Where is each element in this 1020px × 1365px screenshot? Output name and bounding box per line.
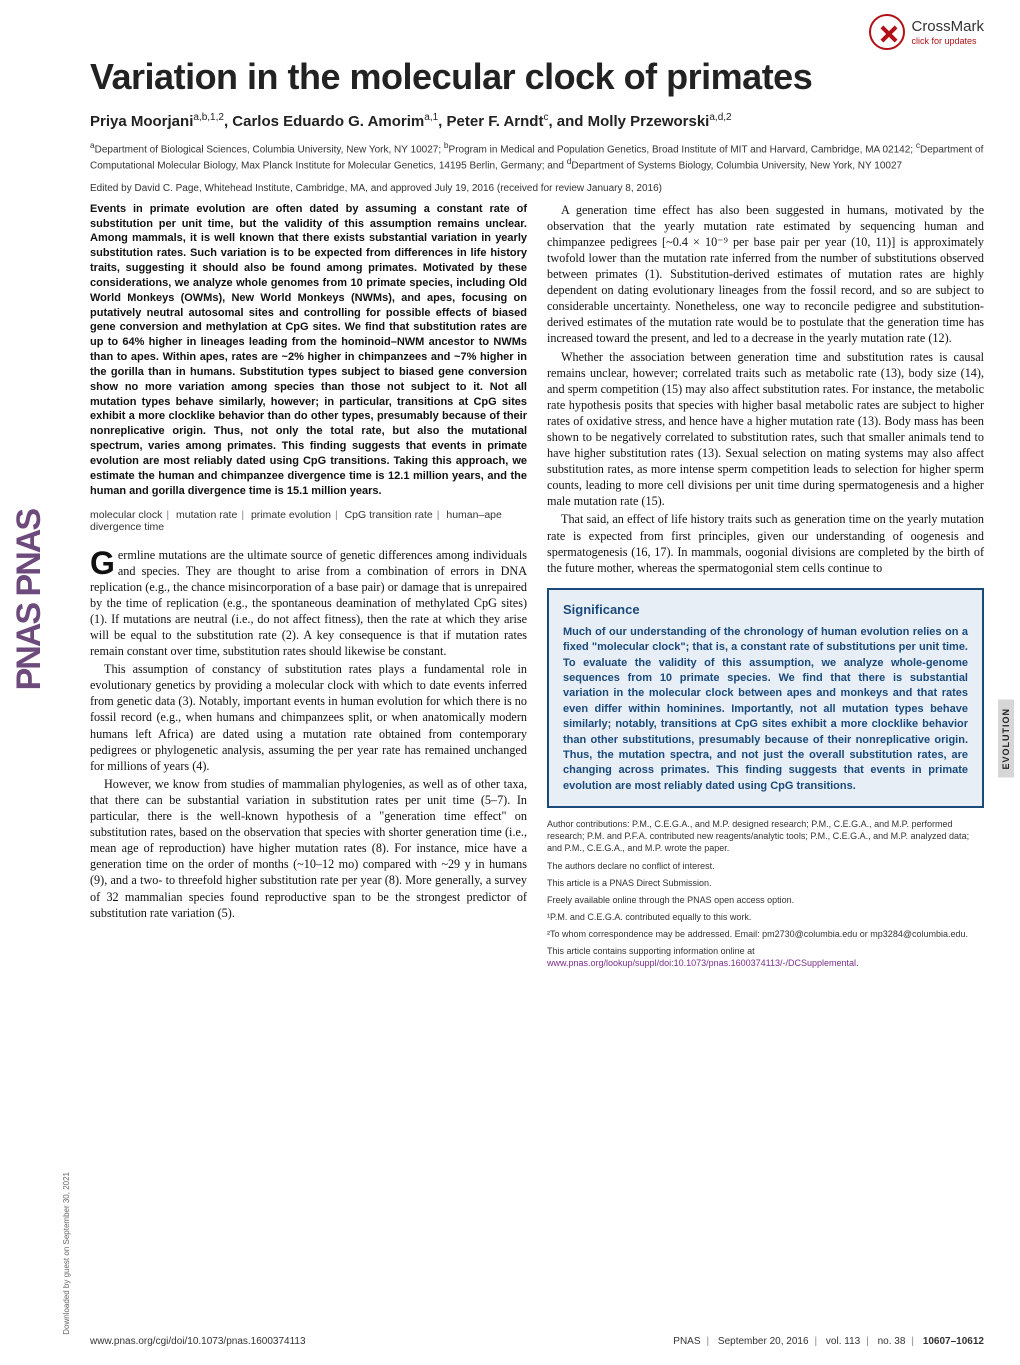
body-para: A generation time effect has also been s… xyxy=(547,202,984,347)
footer-no: no. 38 xyxy=(878,1336,906,1347)
kw: molecular clock xyxy=(90,509,162,521)
crossmark-text-wrap: CrossMark click for updates xyxy=(911,18,984,46)
dropcap-G: G xyxy=(90,547,118,577)
kw: CpG transition rate xyxy=(345,509,433,521)
two-column-layout: Events in primate evolution are often da… xyxy=(90,202,984,975)
author-contributions: Author contributions: P.M., C.E.G.A., an… xyxy=(547,818,984,854)
body-para: Whether the association between generati… xyxy=(547,349,984,510)
left-column: Events in primate evolution are often da… xyxy=(90,202,527,975)
equal-contribution: ¹P.M. and C.E.G.A. contributed equally t… xyxy=(547,911,984,923)
si-link[interactable]: www.pnas.org/lookup/suppl/doi:10.1073/pn… xyxy=(547,958,856,968)
kw: primate evolution xyxy=(251,509,331,521)
footer-citation: PNAS| September 20, 2016| vol. 113| no. … xyxy=(673,1336,984,1347)
body-para: That said, an effect of life history tra… xyxy=(547,511,984,575)
page-container: CrossMark click for updates Variation in… xyxy=(0,0,1020,995)
kw: mutation rate xyxy=(176,509,237,521)
correspondence: ²To whom correspondence may be addressed… xyxy=(547,928,984,940)
page-footer: www.pnas.org/cgi/doi/10.1073/pnas.160037… xyxy=(90,1336,984,1347)
body-right: A generation time effect has also been s… xyxy=(547,202,984,576)
keywords: molecular clock| mutation rate| primate … xyxy=(90,509,527,533)
article-title: Variation in the molecular clock of prim… xyxy=(90,56,984,98)
si-text: This article contains supporting informa… xyxy=(547,946,755,956)
footer-doi: www.pnas.org/cgi/doi/10.1073/pnas.160037… xyxy=(90,1336,306,1347)
significance-title: Significance xyxy=(563,602,968,617)
footer-pages: 10607–10612 xyxy=(923,1336,984,1347)
edited-by-line: Edited by David C. Page, Whitehead Insti… xyxy=(90,183,984,194)
footer-date: September 20, 2016 xyxy=(718,1336,809,1347)
footer-journal: PNAS xyxy=(673,1336,700,1347)
crossmark-label: CrossMark xyxy=(911,18,984,35)
significance-box: Significance Much of our understanding o… xyxy=(547,588,984,808)
body-para: This assumption of constancy of substitu… xyxy=(90,661,527,774)
footer-vol: vol. 113 xyxy=(826,1336,860,1347)
right-column: A generation time effect has also been s… xyxy=(547,202,984,975)
coi-statement: The authors declare no conflict of inter… xyxy=(547,860,984,872)
body-left: Germline mutations are the ultimate sour… xyxy=(90,547,527,921)
affiliations: aDepartment of Biological Sciences, Colu… xyxy=(90,140,984,173)
article-meta-notes: Author contributions: P.M., C.E.G.A., an… xyxy=(547,818,984,969)
significance-body: Much of our understanding of the chronol… xyxy=(563,625,968,794)
abstract: Events in primate evolution are often da… xyxy=(90,202,527,499)
supporting-info: This article contains supporting informa… xyxy=(547,945,984,969)
crossmark-sublabel: click for updates xyxy=(911,36,984,46)
open-access: Freely available online through the PNAS… xyxy=(547,894,984,906)
direct-submission: This article is a PNAS Direct Submission… xyxy=(547,877,984,889)
download-note: Downloaded by guest on September 30, 202… xyxy=(62,1172,71,1335)
crossmark-icon xyxy=(869,14,905,50)
author-list: Priya Moorjania,b,1,2, Carlos Eduardo G.… xyxy=(90,112,984,130)
si-end: . xyxy=(856,958,859,968)
crossmark-badge[interactable]: CrossMark click for updates xyxy=(869,14,984,50)
para-text: ermline mutations are the ultimate sourc… xyxy=(90,548,527,659)
body-para: However, we know from studies of mammali… xyxy=(90,776,527,921)
body-para: Germline mutations are the ultimate sour… xyxy=(90,547,527,660)
